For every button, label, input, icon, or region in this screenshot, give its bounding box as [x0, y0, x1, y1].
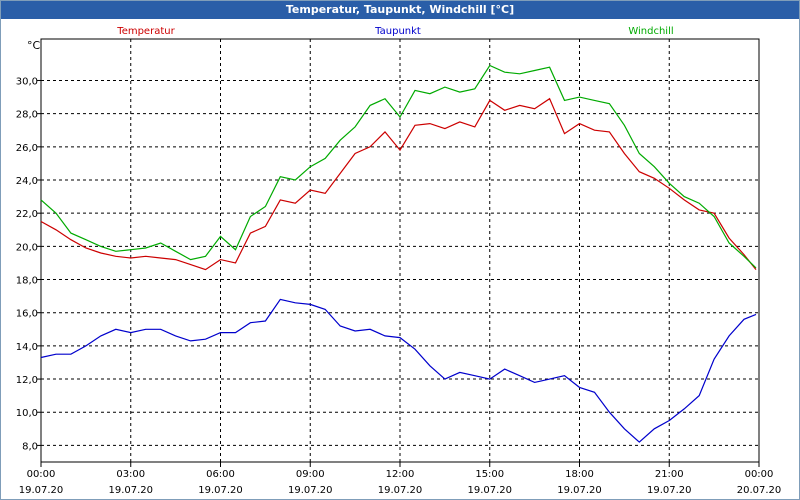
legend-item-taupunkt: Taupunkt: [374, 26, 421, 37]
y-tick-label: 14,0: [16, 342, 38, 353]
axes: 8,0 10,0 12,0 14,0 16,0 18,0 20,0 22,0 24,0 26,0 2…: [16, 76, 782, 496]
x-tick-date-label: 19.07.20: [378, 485, 423, 496]
series-line-taupunkt: [40, 298, 757, 443]
x-tick-date-label: 19.07.20: [108, 485, 153, 496]
x-tick-date-label: 19.07.20: [19, 485, 64, 496]
grid: [41, 39, 759, 462]
legend: Temperatur Taupunkt Windchill: [116, 26, 673, 37]
series-line-windchill: [40, 64, 757, 269]
y-tick-label: 28,0: [16, 110, 38, 121]
y-tick-label: 8,0: [22, 441, 38, 452]
y-tick-label: 24,0: [16, 176, 38, 187]
x-tick-label: 00:00: [27, 469, 56, 480]
window-title: Temperatur, Taupunkt, Windchill [°C]: [1, 1, 799, 19]
x-tick-date-label: 19.07.20: [198, 485, 243, 496]
x-tick-date-label: 19.07.20: [557, 485, 602, 496]
x-tick-label: 03:00: [116, 469, 145, 480]
legend-item-windchill: Windchill: [628, 26, 673, 37]
y-tick-label: 22,0: [16, 209, 38, 220]
x-tick-label: 00:00: [745, 469, 774, 480]
x-tick-label: 12:00: [386, 469, 415, 480]
x-tick-label: 09:00: [296, 469, 325, 480]
x-tick-label: 15:00: [475, 469, 504, 480]
y-axis-label: °C: [27, 39, 41, 52]
y-tick-label: 10,0: [16, 408, 38, 419]
x-tick-date-label: 19.07.20: [467, 485, 512, 496]
y-tick-label: 26,0: [16, 143, 38, 154]
legend-item-temperatur: Temperatur: [116, 26, 175, 37]
series-line-temperatur: [40, 97, 757, 271]
x-tick-date-label: 19.07.20: [647, 485, 692, 496]
y-tick-label: 12,0: [16, 375, 38, 386]
y-tick-label: 16,0: [16, 309, 38, 320]
y-tick-label: 20,0: [16, 242, 38, 253]
x-tick-label: 18:00: [565, 469, 594, 480]
series-lines: [40, 64, 757, 443]
x-tick-label: 21:00: [655, 469, 684, 480]
y-tick-label: 18,0: [16, 276, 38, 287]
y-tick-label: 30,0: [16, 76, 38, 87]
x-tick-date-label: 19.07.20: [288, 485, 333, 496]
x-tick-date-label: 20.07.20: [737, 485, 782, 496]
x-tick-label: 06:00: [206, 469, 235, 480]
